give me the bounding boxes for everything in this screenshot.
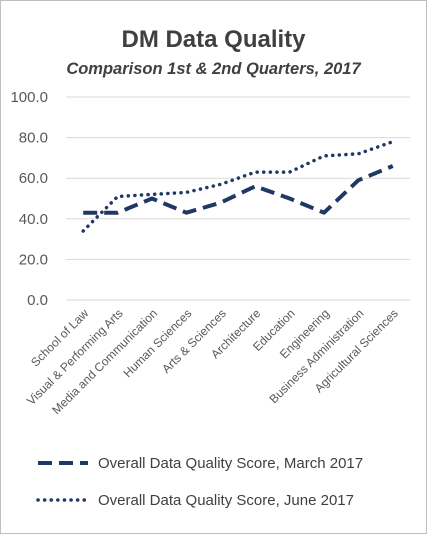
chart-subtitle: Comparison 1st & 2nd Quarters, 2017 [66,60,361,78]
y-tick-label: 80.0 [19,130,48,147]
y-tick-label: 40.0 [19,211,48,228]
legend-label-1: Overall Data Quality Score, March 2017 [98,455,363,472]
series-line-2 [81,139,395,233]
chart-title: DM Data Quality [121,26,306,53]
y-tick-label: 0.0 [27,292,48,309]
y-tick-label: 20.0 [19,251,48,268]
y-tick-label: 100.0 [10,89,48,106]
legend-label-2: Overall Data Quality Score, June 2017 [98,492,354,509]
x-tick-label: School of Law [28,306,91,369]
series-line-1 [83,164,394,215]
y-tick-label: 60.0 [19,170,48,187]
